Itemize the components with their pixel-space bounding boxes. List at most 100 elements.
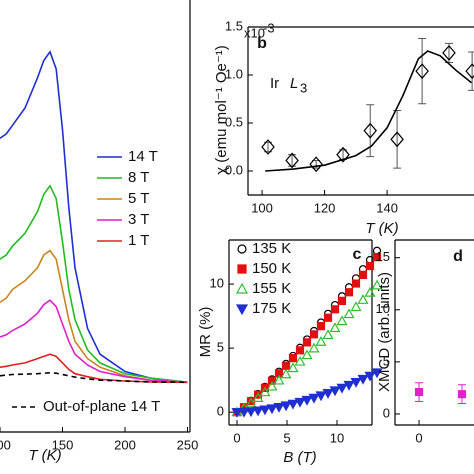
error-bar bbox=[366, 104, 375, 158]
y-tick-label: 15 bbox=[376, 249, 390, 264]
data-line bbox=[0, 249, 188, 384]
x-tick-label: 100 bbox=[251, 200, 273, 215]
data-point bbox=[371, 368, 383, 379]
y-tick-label: 0.5 bbox=[225, 114, 243, 129]
data-line bbox=[0, 371, 188, 384]
data-point bbox=[336, 383, 348, 394]
x-axis-label: T (K) bbox=[28, 447, 61, 464]
data-point bbox=[259, 405, 271, 416]
data-point bbox=[357, 374, 369, 385]
data-point bbox=[365, 261, 375, 271]
legend-label: 8 T bbox=[128, 169, 149, 186]
x-axis-label: T (K) bbox=[365, 220, 398, 237]
x-tick-label: 5 bbox=[283, 430, 290, 445]
data-point bbox=[238, 407, 250, 418]
data-point bbox=[302, 338, 312, 347]
data-point bbox=[280, 368, 292, 379]
y-multiplier: x10 bbox=[244, 25, 265, 40]
data-point bbox=[363, 122, 378, 139]
data-point bbox=[308, 393, 320, 404]
legend-label: Out-of-plane 14 T bbox=[43, 398, 160, 415]
data-point bbox=[231, 408, 243, 418]
data-point bbox=[245, 397, 257, 408]
x-tick-label: 250 bbox=[177, 437, 199, 452]
y-tick-label: 10 bbox=[376, 301, 390, 316]
data-point bbox=[329, 386, 341, 397]
data-point bbox=[266, 404, 278, 415]
data-point bbox=[350, 377, 362, 388]
data-point bbox=[351, 279, 361, 288]
data-point bbox=[287, 362, 299, 373]
y-tick-label: 10 bbox=[210, 276, 224, 291]
data-point bbox=[287, 399, 299, 410]
annotation: L bbox=[290, 75, 298, 92]
data-point bbox=[465, 63, 474, 80]
data-point bbox=[390, 131, 404, 148]
x-tick-label: 140 bbox=[376, 200, 398, 215]
legend-label: 5 T bbox=[128, 190, 149, 207]
data-point bbox=[343, 308, 355, 319]
y-axis-label: MR (%) bbox=[197, 307, 214, 358]
panel-label: d bbox=[453, 248, 463, 265]
error-bar bbox=[393, 110, 402, 169]
y-tick-label: 0 bbox=[383, 405, 390, 420]
data-point bbox=[457, 390, 467, 399]
y-multiplier-exponent: -3 bbox=[263, 20, 275, 35]
data-line bbox=[0, 184, 188, 384]
legend-marker bbox=[237, 264, 247, 274]
legend-marker bbox=[235, 282, 249, 294]
data-point bbox=[414, 387, 424, 397]
x-axis-label: B (T) bbox=[283, 449, 316, 466]
data-point bbox=[259, 386, 271, 397]
panel-label: b bbox=[257, 35, 267, 52]
data-point bbox=[322, 329, 334, 340]
data-point bbox=[280, 401, 292, 412]
data-point bbox=[315, 391, 327, 402]
data-point bbox=[308, 342, 320, 353]
data-point bbox=[288, 354, 298, 363]
data-point bbox=[337, 296, 347, 305]
data-point bbox=[281, 361, 291, 370]
data-point bbox=[294, 397, 306, 408]
data-point bbox=[323, 313, 333, 322]
data-point bbox=[371, 279, 383, 290]
x-tick-label: 120 bbox=[314, 200, 336, 215]
legend-label: 150 K bbox=[252, 260, 291, 277]
x-tick-label: 150 bbox=[52, 437, 74, 452]
data-point bbox=[295, 346, 305, 355]
y-axis-label: χ (emu mol⁻¹ Oe⁻¹) bbox=[213, 45, 230, 175]
data-point bbox=[301, 395, 313, 406]
data-point bbox=[252, 392, 264, 402]
data-point bbox=[245, 407, 257, 418]
data-point bbox=[285, 152, 299, 169]
data-point bbox=[350, 301, 362, 312]
data-point bbox=[316, 321, 326, 331]
x-tick-label: 0 bbox=[233, 430, 240, 445]
data-point bbox=[261, 139, 275, 155]
data-line bbox=[0, 353, 188, 384]
error-bar bbox=[418, 38, 427, 105]
legend-label: 155 K bbox=[252, 280, 291, 297]
legend-label: 135 K bbox=[252, 240, 291, 257]
x-tick-label: 100 bbox=[0, 437, 11, 452]
data-line bbox=[0, 50, 188, 384]
data-point bbox=[309, 156, 323, 173]
legend-label: 1 T bbox=[128, 232, 149, 249]
y-tick-label: 1.0 bbox=[225, 66, 243, 81]
data-point bbox=[372, 253, 382, 262]
legend-marker bbox=[237, 244, 247, 254]
data-point bbox=[266, 380, 278, 391]
data-line bbox=[265, 50, 473, 172]
data-point bbox=[252, 406, 264, 417]
data-point bbox=[301, 349, 313, 360]
data-point bbox=[273, 402, 285, 413]
y-tick-label: 5 bbox=[383, 353, 390, 368]
data-point bbox=[294, 355, 306, 366]
y-axis-label: XMCD (arb. units) bbox=[376, 272, 393, 392]
data-point bbox=[357, 294, 369, 304]
data-point bbox=[442, 44, 456, 61]
legend-label: 175 K bbox=[252, 300, 291, 317]
data-point bbox=[322, 388, 334, 399]
data-point bbox=[329, 322, 341, 333]
error-bar bbox=[288, 154, 297, 167]
